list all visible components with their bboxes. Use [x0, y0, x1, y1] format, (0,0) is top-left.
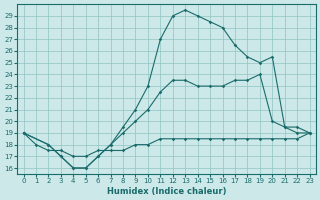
X-axis label: Humidex (Indice chaleur): Humidex (Indice chaleur)	[107, 187, 226, 196]
